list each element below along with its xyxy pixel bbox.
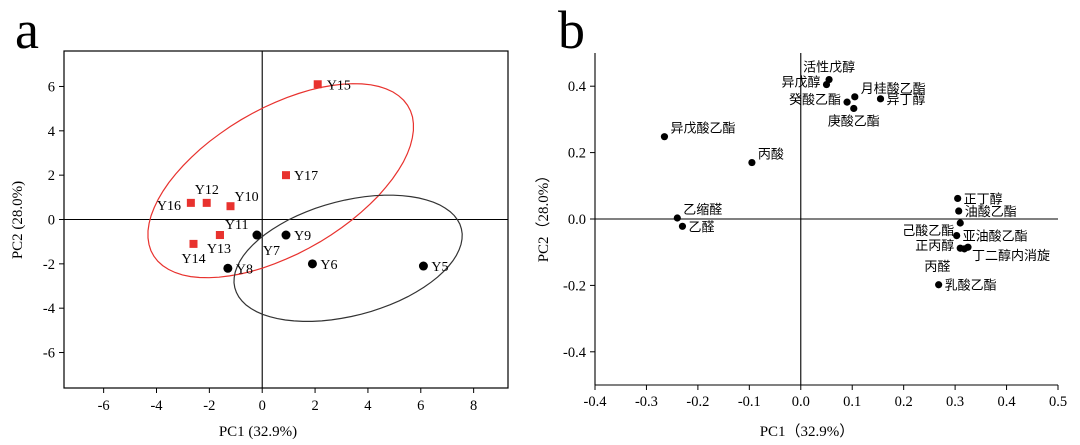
panel-a-point-label: Y10 [235,190,259,205]
panel-b-point-label: 活性戊醇 [803,60,855,76]
panel-b-point [956,219,964,227]
panel-b-point [960,245,968,253]
panel-a-point-label: Y14 [182,252,206,267]
panel-b-point [935,281,943,289]
panel-b-xtick-label: 0.4 [997,394,1016,410]
panel-a-ytick-label: -2 [43,257,55,273]
panel-b-point [850,104,858,113]
panel-a-point-label: Y12 [195,183,219,198]
panel-b-point-label: 亚油酸乙酯 [963,230,1028,245]
red-group-ellipse [147,83,414,279]
panel-a-point-label: Y8 [236,262,253,277]
panel-a-ytick-label: -4 [43,301,56,317]
panel-a-point-y14 [189,239,198,248]
panel-a-point-y8 [223,263,233,273]
panel-b-point [843,98,851,106]
panel-b-point-label: 乙醛 [688,219,714,235]
panel-b-ytick-label: 0.4 [568,79,587,95]
panel-b-xtick-label: 0.2 [895,394,913,410]
panel-a-point-label: Y5 [431,260,448,275]
panel-b-point-label: 乙缩醛 [683,202,722,218]
panel-a-point-y15 [313,80,322,89]
panel-b-point-label: 丙醛 [924,259,950,275]
panel-a-point-label: Y11 [225,218,249,233]
panel-b-point-label: 癸酸乙酯 [789,93,841,108]
panel-a-point-y6 [307,259,317,269]
panel-b-point [955,207,963,215]
panel-b-point-label: 己酸乙酯 [902,224,954,239]
panel-a-ytick-label: 2 [48,168,55,184]
panel-b-point-label: 异戊醇 [781,75,820,91]
panel-b-point-label: 丁二醇内消旋 [972,248,1050,264]
panel-a-ytick-label: 0 [48,213,55,229]
panel-a-ytick-label: 4 [48,124,56,140]
panel-a-point-y9 [281,230,291,240]
panel-b-xtick-label: 0.5 [1049,394,1067,410]
panel-a-point-y17 [282,171,290,180]
panel-b-point [660,133,669,141]
panel-b-ytick-label: 0.2 [568,146,586,162]
panel-b-xtick-label: -0.2 [686,394,709,410]
panel-b-point-label: 异戊酸乙酯 [670,122,735,137]
panel-a-xtick-label: -2 [203,398,215,414]
panel-a-xtick-label: -4 [150,398,163,414]
panel-b-point [953,232,961,240]
panel-a-point-label: Y7 [263,244,280,259]
panel-a-point-label: Y9 [294,229,311,244]
panel-a-point-label: Y6 [320,258,337,273]
panel-a-point-label: Y15 [327,78,351,93]
panel-b-point-label: 正丁醇 [964,191,1003,207]
panel-b-point [748,158,756,167]
panel-b-xtick-label: -0.1 [738,394,761,410]
panel-b-point [851,93,859,101]
panel-b-point-label: 正丙醇 [915,238,954,254]
panel-b-xlabel: PC1（32.9%） [760,423,855,440]
panel-a-ytick-label: -6 [43,346,55,362]
panel-b-xtick-label: -0.4 [584,394,608,410]
panel-a-ytick-label: 6 [48,79,55,95]
panel-a-xtick-label: 8 [470,398,477,414]
panel-b-xtick-label: 0.3 [946,394,964,410]
panel-a-point-label: Y17 [294,169,318,184]
black-group-ellipse [233,194,463,322]
panel-a-xtick-label: -6 [98,398,110,414]
panel-a-point-label: Y13 [207,242,231,257]
panel-b-point [678,222,687,230]
panel-a-xtick-label: 2 [311,398,318,414]
panel-a-point-y16 [186,198,195,207]
panel-b-point [954,194,962,203]
panel-b-point-label: 丙酸 [758,148,784,163]
panel-b-ytick-label: 0.0 [568,212,586,228]
panel-b-point-label: 油酸乙酯 [965,205,1017,220]
panel-b-xtick-label: -0.3 [635,394,658,410]
panel-b-point-label: 月桂酸乙酯 [861,82,926,97]
panel-b-point-label: 乳酸乙酯 [945,279,997,294]
panel-a-xlabel: PC1 (32.9%) [219,424,297,440]
panel-b-point [822,80,831,89]
panel-a-point-y13 [215,231,224,240]
panel-a-point-label: Y16 [157,199,181,214]
panel-a-point-y5 [418,261,428,271]
panel-b-point [673,214,681,222]
panel-b-ytick-label: -0.4 [563,345,587,361]
panel-a-point-y10 [226,202,235,211]
panel-b-xtick-label: 0.1 [843,394,861,410]
panel-a-xtick-label: 0 [259,398,266,414]
panel-a-letter: a [15,0,39,60]
panel-b-ytick-label: -0.2 [563,278,586,294]
panel-a-xtick-label: 6 [417,398,424,414]
panel-b-xtick-label: 0.0 [792,394,810,410]
panel-b-point [876,95,885,103]
panel-a-point-y12 [202,198,211,207]
panel-b-point-label: 庚酸乙酯 [828,113,880,129]
panel-b-point-label: 异丁醇 [887,92,926,108]
panel-a-point-y7 [252,230,262,240]
panel-a-xtick-label: 4 [364,398,372,414]
panel-a-ylabel: PC2 (28.0%) [10,181,26,259]
panel-b-ylabel: PC2（28.0%） [535,168,552,263]
panel-b-letter: b [558,0,585,60]
